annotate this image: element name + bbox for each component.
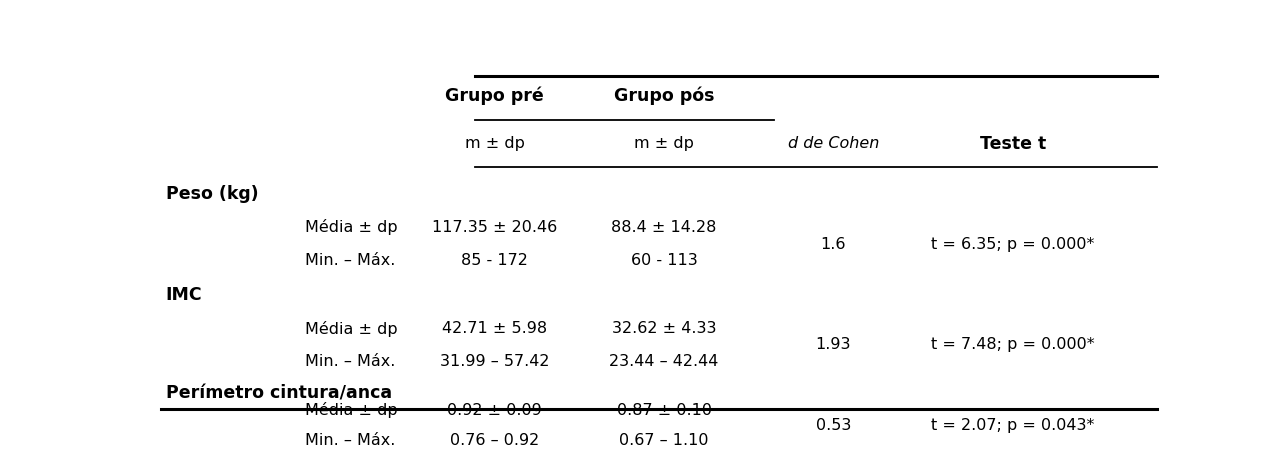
Text: 1.93: 1.93 — [815, 337, 851, 352]
Text: Teste t: Teste t — [980, 135, 1046, 153]
Text: Min. – Máx.: Min. – Máx. — [305, 253, 396, 268]
Text: 0.67 – 1.10: 0.67 – 1.10 — [620, 433, 709, 448]
Text: t = 7.48; p = 0.000*: t = 7.48; p = 0.000* — [931, 337, 1094, 352]
Text: Média ± dp: Média ± dp — [305, 402, 397, 418]
Text: IMC: IMC — [166, 286, 202, 304]
Text: t = 2.07; p = 0.043*: t = 2.07; p = 0.043* — [931, 418, 1094, 433]
Text: 42.71 ± 5.98: 42.71 ± 5.98 — [442, 321, 547, 336]
Text: 1.6: 1.6 — [820, 237, 846, 252]
Text: 0.92 ± 0.09: 0.92 ± 0.09 — [448, 403, 541, 418]
Text: t = 6.35; p = 0.000*: t = 6.35; p = 0.000* — [931, 237, 1094, 252]
Text: m ± dp: m ± dp — [634, 136, 694, 151]
Text: Média ± dp: Média ± dp — [305, 219, 397, 235]
Text: Média ± dp: Média ± dp — [305, 321, 397, 337]
Text: 85 - 172: 85 - 172 — [462, 253, 529, 268]
Text: Min. – Máx.: Min. – Máx. — [305, 353, 396, 368]
Text: Grupo pré: Grupo pré — [445, 87, 544, 105]
Text: m ± dp: m ± dp — [464, 136, 525, 151]
Text: 0.76 – 0.92: 0.76 – 0.92 — [450, 433, 539, 448]
Text: Perímetro cintura/anca: Perímetro cintura/anca — [166, 384, 392, 403]
Text: 60 - 113: 60 - 113 — [630, 253, 697, 268]
Text: 88.4 ± 14.28: 88.4 ± 14.28 — [611, 219, 716, 235]
Text: Peso (kg): Peso (kg) — [166, 185, 258, 203]
Text: 0.53: 0.53 — [815, 418, 851, 433]
Text: d de Cohen: d de Cohen — [788, 136, 880, 151]
Text: 23.44 – 42.44: 23.44 – 42.44 — [610, 353, 719, 368]
Text: 117.35 ± 20.46: 117.35 ± 20.46 — [432, 219, 557, 235]
Text: Grupo pós: Grupo pós — [613, 87, 714, 105]
Text: 0.87 ± 0.10: 0.87 ± 0.10 — [616, 403, 711, 418]
Text: 32.62 ± 4.33: 32.62 ± 4.33 — [612, 321, 716, 336]
Text: 31.99 – 57.42: 31.99 – 57.42 — [440, 353, 549, 368]
Text: Min. – Máx.: Min. – Máx. — [305, 433, 396, 448]
